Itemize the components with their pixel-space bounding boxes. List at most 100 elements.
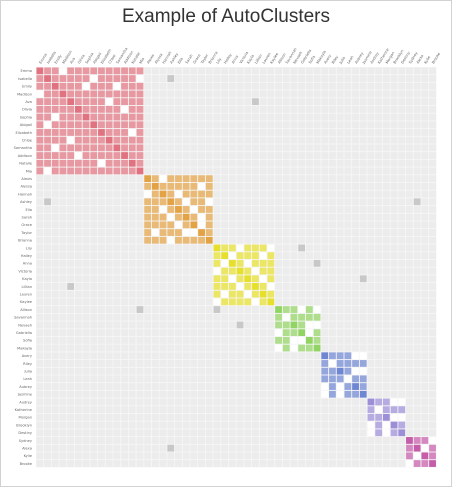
matrix-cell	[336, 190, 344, 198]
matrix-cell	[352, 105, 359, 113]
cluster-cell	[382, 406, 390, 414]
matrix-cell	[121, 321, 128, 329]
matrix-cell	[259, 90, 267, 98]
matrix-cell	[259, 460, 267, 467]
matrix-cell	[228, 429, 236, 437]
matrix-cell	[282, 437, 290, 444]
matrix-cell	[352, 182, 359, 190]
matrix-cell	[121, 437, 128, 444]
cluster-cell	[51, 136, 59, 144]
matrix-cell	[59, 175, 67, 183]
matrix-cell	[305, 259, 313, 267]
matrix-cell	[167, 437, 175, 444]
matrix-cell	[336, 452, 344, 460]
matrix-cell	[305, 406, 313, 414]
matrix-cell	[105, 452, 113, 460]
matrix-cell	[151, 283, 159, 290]
column-label: Sophia	[85, 52, 95, 65]
matrix-cell	[313, 75, 321, 82]
matrix-cell	[382, 229, 390, 236]
cluster-cell	[98, 105, 105, 113]
cluster-cell	[221, 298, 229, 306]
cluster-cell	[252, 244, 259, 252]
matrix-cell	[336, 236, 344, 244]
matrix-cell	[282, 121, 290, 129]
matrix-cell	[51, 452, 59, 460]
matrix-cell	[59, 213, 67, 221]
matrix-cell	[329, 175, 336, 183]
matrix-cell	[198, 375, 205, 383]
matrix-cell	[344, 275, 352, 283]
matrix-cell-empty	[213, 267, 221, 275]
matrix-cell	[182, 152, 190, 159]
matrix-cell	[252, 144, 259, 152]
cluster-cell	[36, 105, 44, 113]
matrix-cell	[398, 198, 406, 206]
matrix-cell	[344, 159, 352, 167]
matrix-cell	[321, 175, 329, 183]
matrix-cell	[429, 198, 436, 206]
cluster-cell	[121, 167, 128, 175]
cluster-cell	[113, 159, 121, 167]
matrix-cell	[267, 229, 275, 236]
matrix-cell	[159, 452, 167, 460]
matrix-cell	[336, 167, 344, 175]
matrix-cell	[421, 283, 429, 290]
cluster-cell	[74, 105, 82, 113]
matrix-cell	[82, 206, 90, 213]
cluster-cell	[390, 421, 398, 429]
matrix-cell	[352, 290, 359, 298]
column-label: Riley	[331, 54, 340, 64]
matrix-cell	[321, 460, 329, 467]
matrix-cell	[228, 75, 236, 82]
matrix-cell	[44, 367, 51, 375]
matrix-cell	[59, 221, 67, 229]
matrix-cell	[228, 159, 236, 167]
matrix-cell	[367, 329, 375, 337]
matrix-cell	[259, 367, 267, 375]
matrix-cell	[98, 306, 105, 313]
matrix-cell	[421, 360, 429, 367]
matrix-cell	[82, 406, 90, 414]
matrix-cell	[429, 105, 436, 113]
matrix-cell	[398, 75, 406, 82]
matrix-cell	[159, 344, 167, 352]
cluster-cell	[90, 129, 98, 136]
matrix-cell	[113, 229, 121, 236]
matrix-cell	[298, 190, 306, 198]
matrix-cell	[67, 275, 75, 283]
matrix-cell	[128, 206, 136, 213]
matrix-cell-empty	[429, 437, 436, 444]
matrix-cell	[136, 452, 144, 460]
matrix-cell	[228, 121, 236, 129]
matrix-cell	[375, 113, 383, 121]
matrix-cell	[82, 290, 90, 298]
matrix-cell	[375, 90, 383, 98]
matrix-cell	[51, 267, 59, 275]
matrix-cell	[198, 398, 205, 406]
matrix-cell	[398, 290, 406, 298]
matrix-cell	[182, 383, 190, 390]
cluster-cell	[359, 390, 367, 398]
cluster-cell	[175, 213, 182, 221]
matrix-cell	[59, 398, 67, 406]
matrix-cell	[359, 182, 367, 190]
matrix-cell	[375, 129, 383, 136]
matrix-cell	[329, 144, 336, 152]
matrix-cell	[105, 398, 113, 406]
matrix-cell	[398, 159, 406, 167]
matrix-cell	[329, 244, 336, 252]
matrix-cell	[382, 306, 390, 313]
matrix-cell	[352, 206, 359, 213]
matrix-cell	[228, 437, 236, 444]
matrix-cell	[198, 167, 205, 175]
cluster-cell	[228, 244, 236, 252]
matrix-cell	[59, 252, 67, 260]
cluster-cell	[236, 298, 244, 306]
matrix-cell	[190, 429, 198, 437]
matrix-cell	[321, 437, 329, 444]
matrix-cell	[190, 152, 198, 159]
matrix-cell	[305, 213, 313, 221]
matrix-cell	[275, 159, 282, 167]
matrix-cell	[236, 383, 244, 390]
